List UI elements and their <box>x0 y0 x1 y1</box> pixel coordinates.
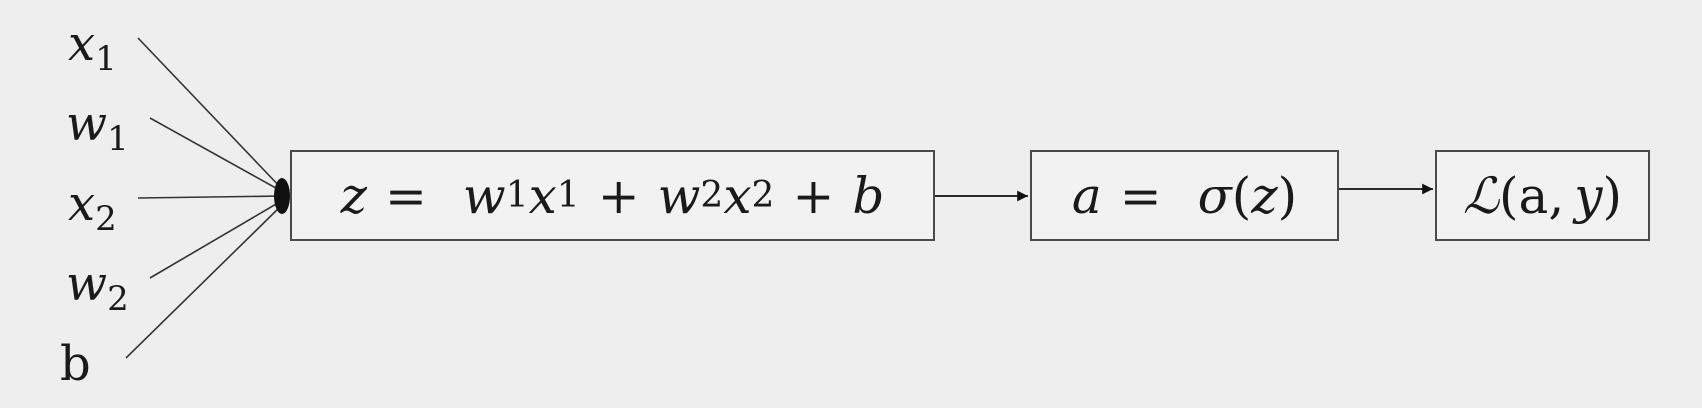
linear-lhs: z <box>340 166 367 225</box>
loss-arg2: y <box>1574 166 1603 225</box>
edge-b <box>125 203 284 359</box>
loss-node: ℒ(a, y) <box>1435 150 1650 241</box>
input-w2: w2 <box>66 260 129 316</box>
input-w2-var: w <box>66 256 108 312</box>
input-x2: x2 <box>68 180 117 236</box>
input-b: b <box>60 340 91 388</box>
input-w1: w1 <box>66 100 129 156</box>
activation-close: ) <box>1277 166 1298 225</box>
linear-t1: w <box>462 166 506 225</box>
input-b-var: b <box>60 336 91 392</box>
loss-open: ( <box>1499 166 1519 225</box>
linear-bias: b <box>852 166 885 225</box>
linear-plus2: + <box>792 166 835 225</box>
linear-t4-sub: 2 <box>751 175 775 216</box>
loss-fn: ℒ <box>1462 166 1499 225</box>
linear-t3: w <box>657 166 701 225</box>
input-w2-sub: 2 <box>107 279 129 319</box>
activation-arg: z <box>1251 166 1278 225</box>
activation-node: a = σ(z) <box>1030 150 1339 241</box>
junction-node <box>274 178 290 214</box>
input-w1-var: w <box>66 96 108 152</box>
input-x2-sub: 2 <box>95 199 117 239</box>
linear-t4: x <box>723 166 752 225</box>
edge-x1 <box>137 37 284 191</box>
activation-fn: σ <box>1197 166 1232 225</box>
activation-lhs: a <box>1071 166 1102 225</box>
input-x1-sub: 1 <box>95 39 117 79</box>
loss-comma: , <box>1548 166 1565 225</box>
loss-close: ) <box>1602 166 1622 225</box>
input-x1-var: x <box>68 16 96 72</box>
activation-eq: = <box>1119 166 1162 225</box>
edge-x2 <box>137 195 284 199</box>
loss-arg1: a <box>1518 166 1549 225</box>
linear-plus1: + <box>597 166 640 225</box>
edge-w2 <box>149 199 284 279</box>
edge-w1 <box>149 117 284 193</box>
activation-open: ( <box>1231 166 1252 225</box>
input-edges <box>125 37 284 359</box>
linear-eq: = <box>384 166 427 225</box>
input-x2-var: x <box>68 176 96 232</box>
linear-t2-sub: 1 <box>556 175 580 216</box>
input-w1-sub: 1 <box>107 119 129 159</box>
linear-t2: x <box>528 166 557 225</box>
linear-t1-sub: 1 <box>505 175 529 216</box>
linear-t3-sub: 2 <box>700 175 724 216</box>
input-x1: x1 <box>68 20 117 76</box>
